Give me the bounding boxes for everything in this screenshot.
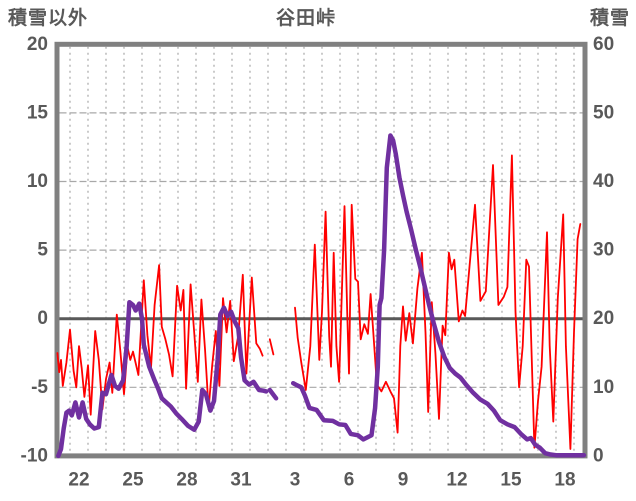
x-tick-label: 18	[554, 470, 575, 491]
y-right-tick-label: 50	[593, 102, 614, 123]
series-other-than-snow	[294, 154, 582, 450]
x-tick-label: 15	[500, 470, 522, 491]
y-left-tick-label: 5	[37, 240, 48, 261]
x-tick-label: 12	[446, 470, 467, 491]
y-left-tick-label: 0	[37, 308, 48, 329]
plot-frame	[54, 41, 588, 459]
y-left-tick-label: -5	[31, 377, 48, 398]
y-left-tick-label: 10	[27, 171, 48, 192]
x-tick-label: 22	[68, 470, 89, 491]
y-right-tick-label: 20	[593, 308, 614, 329]
x-tick-label: 3	[290, 470, 301, 491]
x-tick-label: 31	[230, 470, 252, 491]
y-right-tick-label: 40	[593, 171, 614, 192]
right-axis-title: 積雪	[589, 8, 630, 29]
x-tick-label: 9	[398, 470, 409, 491]
x-tick-label: 6	[344, 470, 355, 491]
x-tick-label: 25	[122, 470, 144, 491]
series-snow-depth	[56, 299, 269, 459]
left-axis-title: 積雪以外	[8, 8, 89, 29]
series-other-than-snow	[268, 338, 275, 356]
chart-title: 谷田峠	[275, 8, 336, 29]
y-left-tick-label: 20	[27, 34, 48, 55]
y-left-tick-label: -10	[21, 445, 48, 466]
y-right-tick-label: 60	[593, 34, 614, 55]
y-right-tick-label: 30	[593, 240, 614, 261]
series-snow-depth	[267, 387, 279, 401]
y-right-tick-label: 0	[593, 445, 604, 466]
y-left-tick-label: 15	[27, 102, 49, 123]
x-tick-label: 28	[176, 470, 197, 491]
y-right-tick-label: 10	[593, 377, 614, 398]
series-snow-depth	[290, 133, 587, 458]
